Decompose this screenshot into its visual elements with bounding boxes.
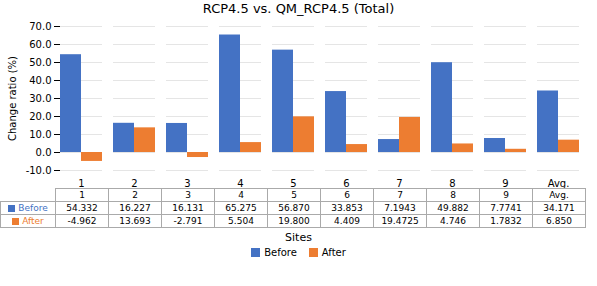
- svg-text:6: 6: [343, 178, 349, 188]
- svg-text:70.0: 70.0: [29, 21, 51, 32]
- html-text:34.171: 34.171: [543, 203, 575, 213]
- svg-text:Avg.: Avg.: [548, 178, 570, 188]
- html-text:33.853: 33.853: [331, 203, 363, 213]
- html-text:8: 8: [450, 190, 456, 200]
- svg-text:20.0: 20.0: [29, 111, 51, 122]
- html-text:65.275: 65.275: [225, 203, 257, 213]
- html-text:1: 1: [79, 190, 85, 200]
- html-text:9: 9: [503, 190, 509, 200]
- svg-text:10.0: 10.0: [29, 129, 51, 140]
- html-text:54.332: 54.332: [66, 203, 98, 213]
- html-text:4: 4: [238, 190, 244, 200]
- html-text:Before: Before: [264, 247, 297, 258]
- html-text:Before: Before: [18, 203, 48, 213]
- svg-text:50.0: 50.0: [29, 57, 51, 68]
- svg-text:60.0: 60.0: [29, 39, 51, 50]
- html-text:7.1943: 7.1943: [384, 203, 416, 213]
- svg-text:1: 1: [78, 178, 84, 188]
- html-text:After: After: [22, 216, 44, 226]
- svg-text:-10.0: -10.0: [26, 165, 52, 176]
- svg-text:7: 7: [396, 178, 402, 188]
- html-text:4.746: 4.746: [440, 216, 466, 226]
- svg-text:Change ratio (%): Change ratio (%): [7, 56, 18, 141]
- html-text:3: 3: [185, 190, 191, 200]
- html-text:19.4725: 19.4725: [381, 216, 419, 226]
- svg-text:30.0: 30.0: [29, 93, 51, 104]
- html-text:5: 5: [291, 190, 297, 200]
- html-text:6: 6: [344, 190, 350, 200]
- svg-text:0.0: 0.0: [36, 147, 52, 158]
- svg-text:4: 4: [237, 178, 243, 188]
- html-text:After: After: [321, 247, 346, 258]
- html-text:-4.962: -4.962: [67, 216, 97, 226]
- html-text:Avg.: Avg.: [549, 190, 569, 200]
- html-text:16.227: 16.227: [119, 203, 151, 213]
- html-text:1.7832: 1.7832: [490, 216, 522, 226]
- html-text:2: 2: [132, 190, 138, 200]
- svg-text:5: 5: [290, 178, 296, 188]
- svg-text:40.0: 40.0: [29, 75, 51, 86]
- html-text:7.7741: 7.7741: [490, 203, 522, 213]
- html-text:6.850: 6.850: [546, 216, 572, 226]
- svg-text:2: 2: [131, 178, 137, 188]
- html-text:19.800: 19.800: [278, 216, 310, 226]
- html-text:49.882: 49.882: [437, 203, 469, 213]
- html-text:56.870: 56.870: [278, 203, 310, 213]
- svg-text:8: 8: [449, 178, 455, 188]
- html-text:7: 7: [397, 190, 403, 200]
- html-text:Sites: Sites: [285, 231, 312, 244]
- html-text:16.131: 16.131: [172, 203, 204, 213]
- html-text:13.693: 13.693: [119, 216, 151, 226]
- html-text:5.504: 5.504: [228, 216, 254, 226]
- html-text:RCP4.5 vs. QM_RCP4.5 (Total): RCP4.5 vs. QM_RCP4.5 (Total): [202, 1, 395, 16]
- html-text:-2.791: -2.791: [173, 216, 203, 226]
- html-text:4.409: 4.409: [334, 216, 360, 226]
- svg-text:3: 3: [184, 178, 190, 188]
- svg-text:9: 9: [502, 178, 508, 188]
